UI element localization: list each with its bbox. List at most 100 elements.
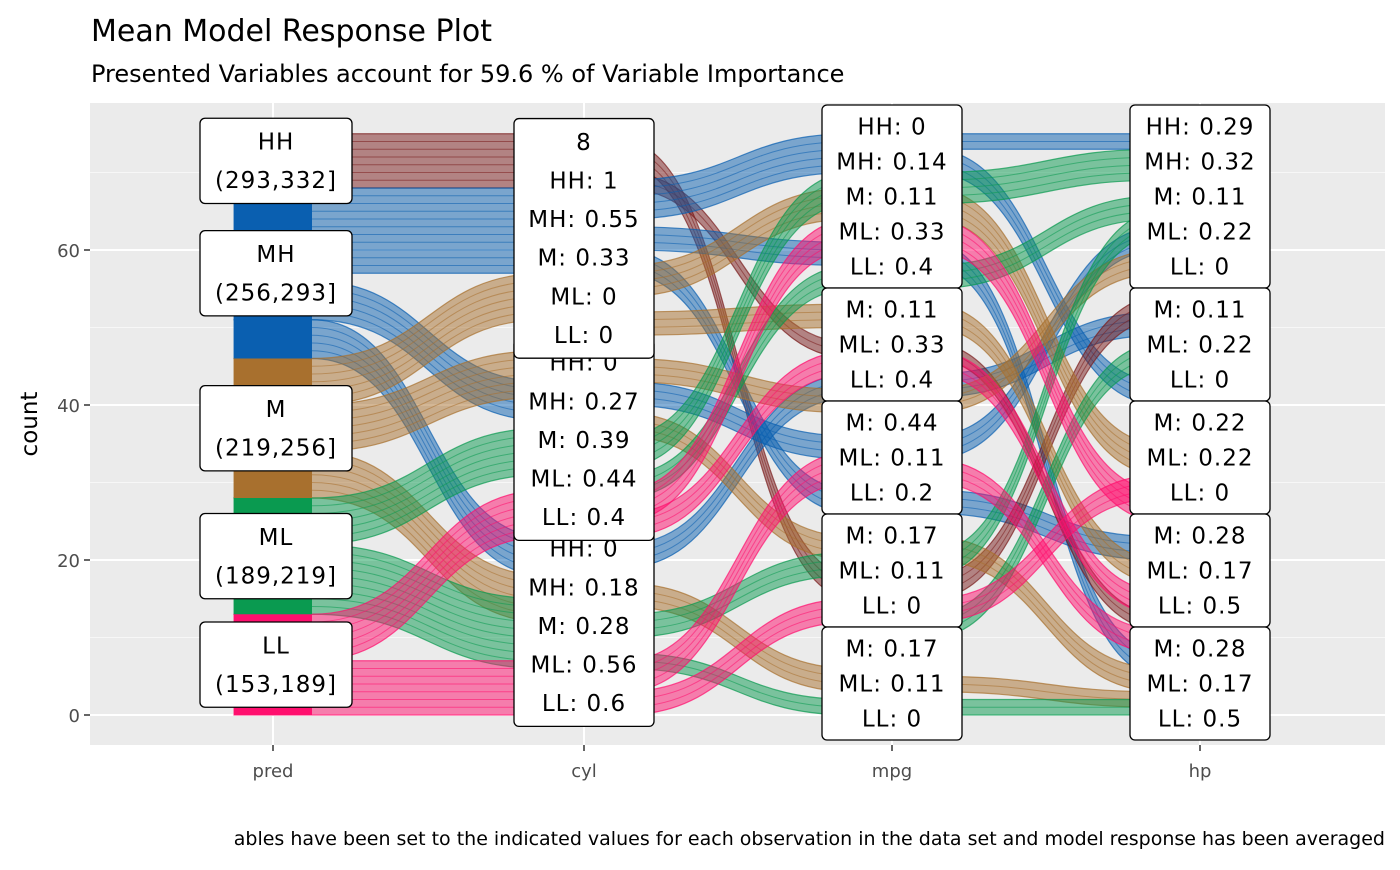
label-line: ML: 0.22 (1147, 446, 1254, 472)
label-line: M: 0.39 (537, 428, 630, 454)
flow-stripe (853, 218, 1239, 561)
y-tick-label: 20 (57, 551, 80, 572)
chart-caption: ables have been set to the indicated val… (234, 828, 1385, 850)
y-tick-label: 40 (57, 396, 80, 417)
label-line: LL: 0 (862, 594, 922, 620)
label-box (821, 626, 963, 741)
stratum-labels: LL (153,189] ML (189,219] M (219,256] MH (256,2… (199, 104, 1271, 741)
pred-label-MH: MH (256,293] (199, 229, 353, 317)
label-line: LL: 0 (862, 707, 922, 733)
label-line: MH: 0.32 (1144, 150, 1255, 176)
label-line: MH: 0.18 (528, 575, 639, 601)
label-line: ML: 0.56 (531, 652, 638, 678)
label-line: M: 0.44 (845, 411, 938, 437)
flow-stripe (853, 241, 1239, 514)
y-tick-label: 60 (57, 241, 80, 262)
flow-stripe (545, 179, 931, 445)
label-line: ML: 0.22 (1147, 333, 1254, 359)
chart-title: Mean Model Response Plot (91, 14, 492, 49)
flow-stripe (853, 319, 1239, 576)
label-box (199, 229, 353, 317)
x-tick-label: mpg (872, 761, 912, 782)
flow-stripe (853, 226, 1239, 569)
label-line: MH (256, 242, 295, 268)
label-line: LL: 0 (1170, 481, 1230, 507)
flow-stripe (545, 226, 931, 499)
label-line: (219,256] (215, 436, 337, 462)
flow-stripe (545, 381, 931, 553)
label-line: ML: 0.11 (839, 559, 946, 585)
label-line: LL: 0.6 (542, 691, 626, 717)
hp-label: M: 0.28 ML: 0.17 LL: 0.5 (1129, 513, 1271, 628)
flow-stripe (545, 474, 931, 685)
label-line: LL: 0.4 (850, 368, 934, 394)
label-line: ML: 0.33 (839, 220, 946, 246)
label-line: ML: 0.33 (839, 333, 946, 359)
mpg-label: M: 0.17 ML: 0.11 LL: 0 (821, 626, 963, 741)
x-tick-label: cyl (571, 761, 597, 782)
label-line: ML: 0 (550, 284, 617, 310)
x-tick-label: pred (253, 761, 294, 782)
label-line: M: 0.33 (537, 246, 630, 272)
flow-stripe (545, 195, 931, 460)
label-line: MH: 0.27 (528, 389, 639, 415)
label-line: LL: 0.2 (850, 481, 934, 507)
label-line: HH: 0 (857, 115, 926, 141)
label-line: M: 0.11 (845, 185, 938, 211)
label-line: HH: 1 (549, 168, 618, 194)
label-line: HH (258, 130, 295, 156)
label-line: M (266, 397, 287, 423)
label-line: M: 0.28 (1153, 524, 1246, 550)
x-tick-label: hp (1189, 761, 1212, 782)
label-box (199, 621, 353, 708)
mpg-label: M: 0.44 ML: 0.11 LL: 0.2 (821, 400, 963, 515)
label-line: M: 0.11 (1153, 298, 1246, 324)
label-line: HH: 0.29 (1146, 115, 1255, 141)
label-line: (256,293] (215, 281, 337, 307)
label-line: LL: 0 (1170, 368, 1230, 394)
label-box (199, 117, 353, 205)
label-line: (189,219] (215, 563, 337, 589)
pred-label-LL: LL (153,189] (199, 621, 353, 708)
mpg-label: M: 0.11 ML: 0.33 LL: 0.4 (821, 287, 963, 402)
label-line: ML: 0.17 (1147, 559, 1254, 585)
hp-label: M: 0.11 ML: 0.22 LL: 0 (1129, 287, 1271, 402)
hp-label: HH: 0.29 MH: 0.32 M: 0.11 ML: 0.22 LL: 0 (1129, 104, 1271, 289)
flow-stripe (234, 334, 623, 553)
flow-stripe (545, 187, 931, 452)
mpg-label: M: 0.17 ML: 0.11 LL: 0 (821, 513, 963, 628)
label-line: ML: 0.11 (839, 446, 946, 472)
label-box (513, 117, 655, 359)
flow-stripe (234, 342, 623, 561)
axis-ticks: 0 20 40 60 pred cyl mpg hp (57, 241, 1211, 782)
label-line: M: 0.17 (845, 637, 938, 663)
cyl-label: 8 HH: 1 MH: 0.55 M: 0.33 ML: 0 LL: 0 (513, 117, 655, 359)
pred-label-HH: HH (293,332] (199, 117, 353, 205)
label-line: M: 0.28 (537, 614, 630, 640)
hp-label: M: 0.28 ML: 0.17 LL: 0.5 (1129, 626, 1271, 741)
label-line: LL: 0.4 (542, 505, 626, 531)
label-line: LL: 0.5 (1158, 707, 1242, 733)
label-line: LL (262, 633, 290, 659)
label-line: MH: 0.14 (836, 150, 947, 176)
flow-stripe (545, 234, 931, 507)
flow-stripe (853, 156, 1239, 390)
mpg-label: HH: 0 MH: 0.14 M: 0.11 ML: 0.33 LL: 0.4 (821, 104, 963, 289)
label-line: (293,332] (215, 168, 337, 194)
label-line: M: 0.11 (1153, 185, 1246, 211)
label-line: ML (259, 525, 294, 551)
label-line: (153,189] (215, 672, 337, 698)
flow-stripe (545, 241, 931, 514)
label-line: ML: 0.11 (839, 672, 946, 698)
label-line: LL: 0.5 (1158, 594, 1242, 620)
label-line: M: 0.28 (1153, 637, 1246, 663)
hp-label: M: 0.22 ML: 0.22 LL: 0 (1129, 400, 1271, 515)
label-box (1129, 626, 1271, 741)
label-line: ML: 0.22 (1147, 220, 1254, 246)
label-line: M: 0.22 (1153, 411, 1246, 437)
chart-subtitle: Presented Variables account for 59.6 % o… (91, 60, 844, 88)
flow-stripe (545, 466, 931, 677)
label-line: ML: 0.17 (1147, 672, 1254, 698)
pred-label-M: M (219,256] (199, 384, 353, 472)
